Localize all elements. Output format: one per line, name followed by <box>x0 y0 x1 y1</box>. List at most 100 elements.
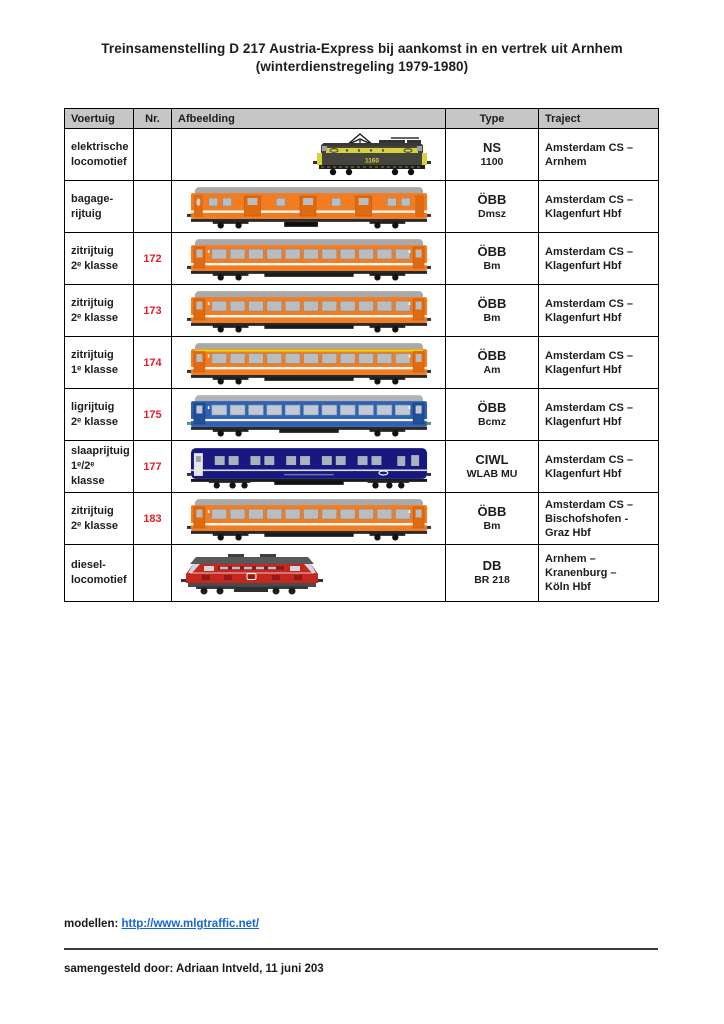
table-row: diesel-locomotief DB BR 218 Arnhem – Kranen… <box>64 544 659 602</box>
ns-1100-electric-locomotive-image: 1160 <box>313 132 431 175</box>
column-header-type: Type <box>445 108 539 129</box>
afbeelding-cell <box>171 284 446 337</box>
type-class: Am <box>483 363 501 376</box>
afbeelding-cell <box>171 336 446 389</box>
type-cell: ÖBB Bm <box>445 284 539 337</box>
table-header-row: Voertuig Nr. Afbeelding Type Traject <box>64 108 659 129</box>
type-class: Bcmz <box>477 415 506 428</box>
type-class: BR 218 <box>474 574 510 586</box>
table-row: zitrijtuig 1ᵉ klasse 174 ÖBB Am Amsterdam CS… <box>64 336 659 389</box>
voertuig-cell: bagage-rijtuig <box>64 180 134 233</box>
coach-number-cell: 173 <box>133 284 172 337</box>
traject-cell: Amsterdam CS – Klagenfurt Hbf <box>538 232 659 285</box>
type-class: Dmsz <box>477 207 506 220</box>
footer-divider <box>64 948 658 950</box>
voertuig-cell: diesel-locomotief <box>64 544 134 602</box>
coach-number-cell: 183 <box>133 492 172 545</box>
type-class: Bm <box>483 519 501 532</box>
type-operator: ÖBB <box>477 191 507 207</box>
train-image <box>173 184 445 230</box>
type-operator: DB <box>482 558 502 573</box>
train-image <box>173 288 445 334</box>
type-operator: CIWL <box>475 451 509 467</box>
oebb-coach-1st-class-image <box>186 342 431 385</box>
models-credit-line: modellen: http://www.mlgtraffic.net/ <box>64 918 259 930</box>
type-cell: ÖBB Bcmz <box>445 388 539 441</box>
type-cell: ÖBB Bm <box>445 232 539 285</box>
voertuig-cell: zitrijtuig 1ᵉ klasse <box>64 336 134 389</box>
compiler-credit-line: samengesteld door: Adriaan Intveld, 11 j… <box>64 963 324 975</box>
afbeelding-cell <box>171 544 446 602</box>
type-cell: DB BR 218 <box>445 544 539 602</box>
loco-number: 1160 <box>365 157 379 164</box>
voertuig-cell: ligrijtuig 2ᵉ klasse <box>64 388 134 441</box>
afbeelding-cell <box>171 232 446 285</box>
oebb-coach-2nd-class-image <box>186 498 431 541</box>
type-operator: ÖBB <box>477 399 507 415</box>
db-br218-diesel-locomotive-image <box>181 554 323 595</box>
models-label: modellen: <box>64 918 119 930</box>
train-image <box>173 340 445 386</box>
oebb-coach-2nd-class-image <box>186 238 431 281</box>
voertuig-cell: zitrijtuig 2ᵉ klasse <box>64 284 134 337</box>
afbeelding-cell: 1160 <box>171 128 446 181</box>
table-row: zitrijtuig 2ᵉ klasse 172 ÖBB Bm Amsterdam CS… <box>64 232 659 285</box>
type-cell: ÖBB Bm <box>445 492 539 545</box>
coach-number-cell: 175 <box>133 388 172 441</box>
coach-number-cell <box>133 544 172 602</box>
models-link[interactable]: http://www.mlgtraffic.net/ <box>121 918 260 930</box>
ciwl-sleeping-car-image <box>186 447 431 489</box>
type-operator: ÖBB <box>477 295 507 311</box>
train-image <box>173 236 445 282</box>
table-row: bagage-rijtuig ÖBB Dmsz Amsterdam CS – Klag… <box>64 180 659 233</box>
train-image <box>173 444 445 490</box>
type-operator: NS <box>482 139 502 155</box>
coach-number-cell: 172 <box>133 232 172 285</box>
train-image <box>173 496 445 542</box>
coach-number-cell: 177 <box>133 440 172 493</box>
table-body: elektrische locomotief 1160 NS 1100 Amsterd… <box>64 128 659 602</box>
voertuig-cell: zitrijtuig 2ᵉ klasse <box>64 232 134 285</box>
traject-cell: Amsterdam CS – Klagenfurt Hbf <box>538 388 659 441</box>
train-image <box>173 392 445 438</box>
train-composition-table: Voertuig Nr. Afbeelding Type Traject ele… <box>64 108 659 602</box>
table-row: elektrische locomotief 1160 NS 1100 Amsterd… <box>64 128 659 181</box>
traject-cell: Arnhem – Kranenburg – Köln Hbf <box>538 544 659 602</box>
voertuig-cell: zitrijtuig 2ᵉ klasse <box>64 492 134 545</box>
page-title: Treinsamenstelling D 217 Austria-Express… <box>0 40 724 76</box>
column-header-traject: Traject <box>538 108 659 129</box>
afbeelding-cell <box>171 440 446 493</box>
type-operator: ÖBB <box>477 503 507 519</box>
column-header-voertuig: Voertuig <box>64 108 134 129</box>
afbeelding-cell <box>171 180 446 233</box>
train-image: 1160 <box>173 131 445 179</box>
type-operator: ÖBB <box>477 243 507 259</box>
type-cell: ÖBB Dmsz <box>445 180 539 233</box>
traject-cell: Amsterdam CS – Klagenfurt Hbf <box>538 284 659 337</box>
type-class: Bm <box>483 311 501 324</box>
table-row: slaaprijtuig 1ᵉ/2ᵉ klasse 177 CIWL WLAB MU A… <box>64 440 659 493</box>
coach-number-cell <box>133 180 172 233</box>
table-row: zitrijtuig 2ᵉ klasse 183 ÖBB Bm Amsterdam CS… <box>64 492 659 545</box>
type-class: WLAB MU <box>466 467 518 480</box>
type-class: Bm <box>483 259 501 272</box>
afbeelding-cell <box>171 492 446 545</box>
traject-cell: Amsterdam CS – Klagenfurt Hbf <box>538 336 659 389</box>
table-row: zitrijtuig 2ᵉ klasse 173 ÖBB Bm Amsterdam CS… <box>64 284 659 337</box>
table-row: ligrijtuig 2ᵉ klasse 175 ÖBB Bcmz Amsterdam … <box>64 388 659 441</box>
oebb-couchette-car-image <box>186 394 431 437</box>
type-class: 1100 <box>480 155 504 168</box>
train-image <box>173 549 445 597</box>
coach-number-cell: 174 <box>133 336 172 389</box>
column-header-afbeelding: Afbeelding <box>171 108 446 129</box>
afbeelding-cell <box>171 388 446 441</box>
column-header-nr: Nr. <box>133 108 172 129</box>
voertuig-cell: elektrische locomotief <box>64 128 134 181</box>
traject-cell: Amsterdam CS – Bischofshofen - Graz Hbf <box>538 492 659 545</box>
type-cell: NS 1100 <box>445 128 539 181</box>
type-operator: ÖBB <box>477 347 507 363</box>
voertuig-cell: slaaprijtuig 1ᵉ/2ᵉ klasse <box>64 440 134 493</box>
coach-number-cell <box>133 128 172 181</box>
traject-cell: Amsterdam CS – Klagenfurt Hbf <box>538 180 659 233</box>
